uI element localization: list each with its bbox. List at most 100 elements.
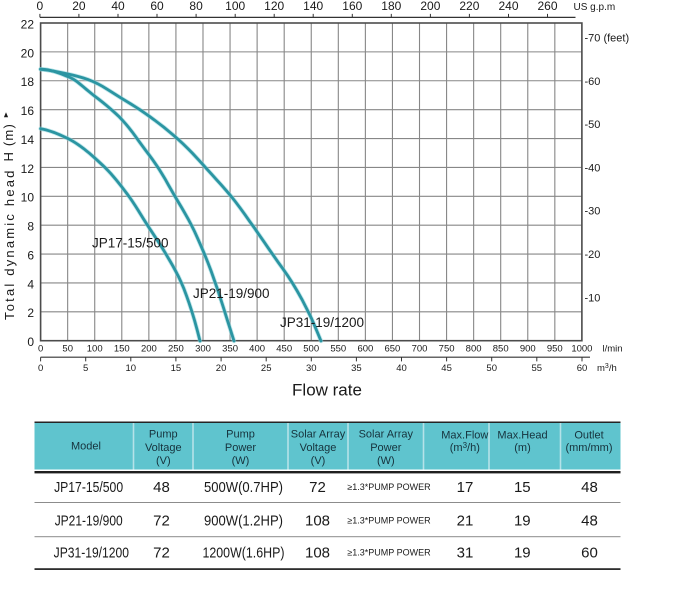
svg-text:-50: -50 bbox=[585, 119, 601, 131]
svg-text:48: 48 bbox=[153, 479, 170, 496]
svg-text:48: 48 bbox=[581, 512, 598, 529]
svg-text:140: 140 bbox=[303, 0, 323, 13]
svg-text:55: 55 bbox=[532, 363, 543, 374]
svg-text:22: 22 bbox=[21, 17, 35, 31]
svg-text:Power: Power bbox=[370, 442, 402, 454]
svg-text:72: 72 bbox=[309, 479, 326, 496]
svg-text:20: 20 bbox=[72, 0, 86, 13]
svg-text:(V): (V) bbox=[156, 455, 171, 467]
svg-text:10: 10 bbox=[126, 363, 137, 374]
svg-text:850: 850 bbox=[493, 343, 509, 354]
svg-text:-40: -40 bbox=[585, 162, 601, 174]
svg-text:20: 20 bbox=[216, 363, 227, 374]
svg-text:25: 25 bbox=[261, 363, 272, 374]
svg-text:Solar Array: Solar Array bbox=[359, 428, 414, 440]
svg-text:0: 0 bbox=[38, 343, 43, 354]
svg-text:Max.Flow: Max.Flow bbox=[441, 429, 488, 441]
svg-text:(m): (m) bbox=[514, 442, 531, 454]
svg-text:≥1.3*PUMP POWER: ≥1.3*PUMP POWER bbox=[347, 516, 431, 526]
svg-text:40: 40 bbox=[396, 363, 407, 374]
svg-text:900: 900 bbox=[520, 343, 536, 354]
svg-text:20: 20 bbox=[21, 46, 35, 60]
svg-text:≥1.3*PUMP POWER: ≥1.3*PUMP POWER bbox=[347, 482, 431, 492]
svg-text:250: 250 bbox=[168, 343, 184, 354]
svg-text:JP31-19/1200: JP31-19/1200 bbox=[54, 544, 129, 561]
svg-text:240: 240 bbox=[498, 0, 518, 13]
svg-text:6: 6 bbox=[27, 249, 34, 263]
svg-text:500W(0.7HP): 500W(0.7HP) bbox=[204, 479, 283, 496]
svg-text:60: 60 bbox=[581, 544, 598, 561]
svg-text:100: 100 bbox=[87, 343, 103, 354]
svg-text:400: 400 bbox=[249, 343, 265, 354]
svg-text:60: 60 bbox=[150, 0, 164, 13]
svg-text:19: 19 bbox=[514, 512, 531, 529]
svg-text:72: 72 bbox=[153, 512, 170, 529]
svg-text:60: 60 bbox=[577, 363, 588, 374]
svg-text:50: 50 bbox=[62, 343, 73, 354]
svg-text:Flow rate: Flow rate bbox=[292, 380, 362, 399]
svg-text:m3/h: m3/h bbox=[597, 363, 617, 374]
svg-text:(mm/mm): (mm/mm) bbox=[565, 442, 612, 454]
svg-text:100: 100 bbox=[225, 0, 245, 13]
svg-text:350: 350 bbox=[222, 343, 238, 354]
svg-text:17: 17 bbox=[457, 479, 474, 496]
svg-text:200: 200 bbox=[141, 343, 157, 354]
svg-text:30: 30 bbox=[306, 363, 317, 374]
svg-text:260: 260 bbox=[537, 0, 557, 13]
svg-text:5: 5 bbox=[83, 363, 88, 374]
svg-text:500: 500 bbox=[303, 343, 319, 354]
svg-text:15: 15 bbox=[171, 363, 182, 374]
svg-text:2: 2 bbox=[27, 306, 34, 320]
svg-text:Max.Head: Max.Head bbox=[497, 429, 547, 441]
svg-text:Solar Array: Solar Array bbox=[291, 428, 346, 440]
svg-text:80: 80 bbox=[189, 0, 203, 13]
svg-text:600: 600 bbox=[357, 343, 373, 354]
svg-text:550: 550 bbox=[330, 343, 346, 354]
svg-text:750: 750 bbox=[439, 343, 455, 354]
svg-text:1200W(1.6HP): 1200W(1.6HP) bbox=[203, 544, 285, 561]
svg-text:12: 12 bbox=[21, 162, 35, 176]
svg-text:US g.p.m: US g.p.m bbox=[574, 2, 616, 13]
svg-text:108: 108 bbox=[305, 544, 330, 561]
svg-text:450: 450 bbox=[276, 343, 292, 354]
svg-text:72: 72 bbox=[153, 544, 170, 561]
svg-text:Model: Model bbox=[71, 441, 101, 453]
svg-text:108: 108 bbox=[305, 512, 330, 529]
svg-text:18: 18 bbox=[21, 75, 35, 89]
svg-text:16: 16 bbox=[21, 104, 35, 118]
svg-text:-20: -20 bbox=[585, 249, 601, 261]
svg-text:(W): (W) bbox=[232, 455, 250, 467]
svg-text:(W): (W) bbox=[377, 455, 395, 467]
svg-text:l/min: l/min bbox=[603, 343, 623, 354]
svg-text:Power: Power bbox=[225, 442, 257, 454]
svg-text:150: 150 bbox=[114, 343, 130, 354]
svg-text:4: 4 bbox=[27, 277, 34, 291]
svg-text:900W(1.2HP): 900W(1.2HP) bbox=[204, 512, 283, 529]
svg-text:0: 0 bbox=[37, 0, 44, 13]
svg-text:50: 50 bbox=[486, 363, 497, 374]
svg-text:0: 0 bbox=[27, 335, 34, 349]
svg-text:(m3/h): (m3/h) bbox=[450, 441, 480, 454]
svg-text:≥1.3*PUMP POWER: ≥1.3*PUMP POWER bbox=[347, 548, 431, 558]
svg-text:120: 120 bbox=[264, 0, 284, 13]
svg-text:-70 (feet): -70 (feet) bbox=[585, 32, 630, 44]
svg-text:40: 40 bbox=[111, 0, 125, 13]
svg-text:8: 8 bbox=[27, 220, 34, 234]
svg-text:-30: -30 bbox=[585, 206, 601, 218]
svg-text:1000: 1000 bbox=[571, 343, 592, 354]
svg-text:220: 220 bbox=[459, 0, 479, 13]
svg-text:48: 48 bbox=[581, 479, 598, 496]
svg-text:31: 31 bbox=[457, 544, 474, 561]
svg-text:35: 35 bbox=[351, 363, 362, 374]
svg-text:180: 180 bbox=[381, 0, 401, 13]
svg-text:-10: -10 bbox=[585, 292, 601, 304]
svg-text:10: 10 bbox=[21, 191, 35, 205]
svg-text:800: 800 bbox=[466, 343, 482, 354]
svg-text:950: 950 bbox=[547, 343, 563, 354]
svg-text:45: 45 bbox=[441, 363, 452, 374]
svg-text:14: 14 bbox=[21, 133, 35, 147]
svg-text:JP17-15/500: JP17-15/500 bbox=[92, 235, 169, 250]
svg-text:Voltage: Voltage bbox=[145, 442, 182, 454]
svg-text:200: 200 bbox=[420, 0, 440, 13]
svg-text:JP21-19/900: JP21-19/900 bbox=[55, 512, 123, 529]
